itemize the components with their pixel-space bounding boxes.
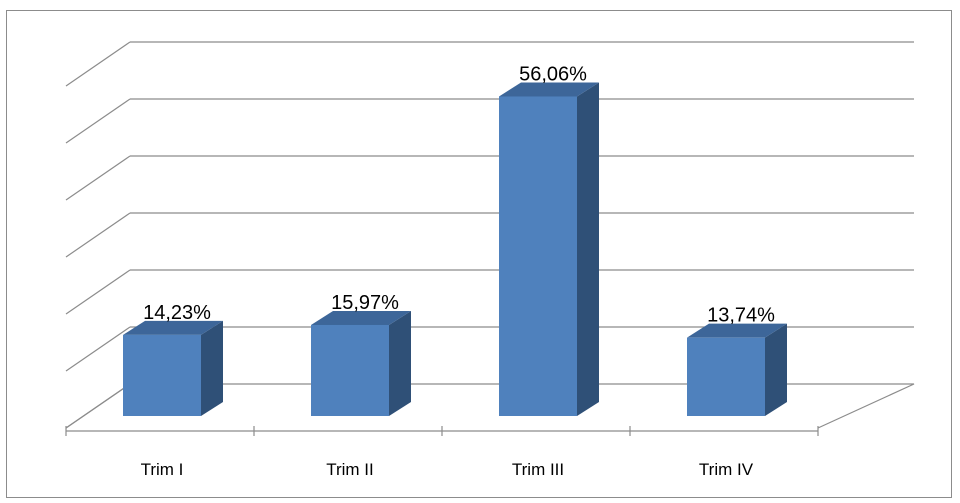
gridline-diagonal (65, 326, 131, 372)
gridline-diagonal (65, 269, 131, 315)
data-label: 56,06% (519, 63, 587, 85)
category-label: Trim IV (699, 460, 754, 479)
bar (123, 320, 223, 416)
bar-side (201, 320, 223, 416)
bar (311, 310, 411, 416)
bar-front (687, 337, 765, 416)
bar-side (577, 82, 599, 416)
bar-top (123, 320, 223, 335)
bar-side (389, 310, 411, 416)
data-labels: 14,23% 15,97% 56,06% 13,74% (143, 63, 775, 326)
category-label: Trim II (326, 460, 374, 479)
bar (499, 82, 599, 416)
gridline-diagonal (65, 212, 131, 258)
category-label: Trim III (512, 460, 564, 479)
bar (687, 323, 787, 416)
bar-top (499, 82, 599, 97)
chart-frame (6, 10, 952, 498)
bar-top (687, 323, 787, 338)
category-labels: Trim I Trim II Trim III Trim IV (141, 460, 754, 479)
bars (123, 82, 787, 416)
data-label: 14,23% (143, 302, 211, 324)
bar-top (311, 310, 411, 325)
bar-front (123, 334, 201, 416)
data-label: 13,74% (707, 305, 775, 327)
bar-front (499, 96, 577, 416)
gridline-diagonal (65, 41, 131, 87)
category-label: Trim I (141, 460, 184, 479)
gridline-diagonal (65, 155, 131, 201)
bar-side (765, 323, 787, 416)
gridline-diagonal (65, 98, 131, 144)
data-label: 15,97% (331, 292, 399, 314)
bar-front (311, 324, 389, 416)
